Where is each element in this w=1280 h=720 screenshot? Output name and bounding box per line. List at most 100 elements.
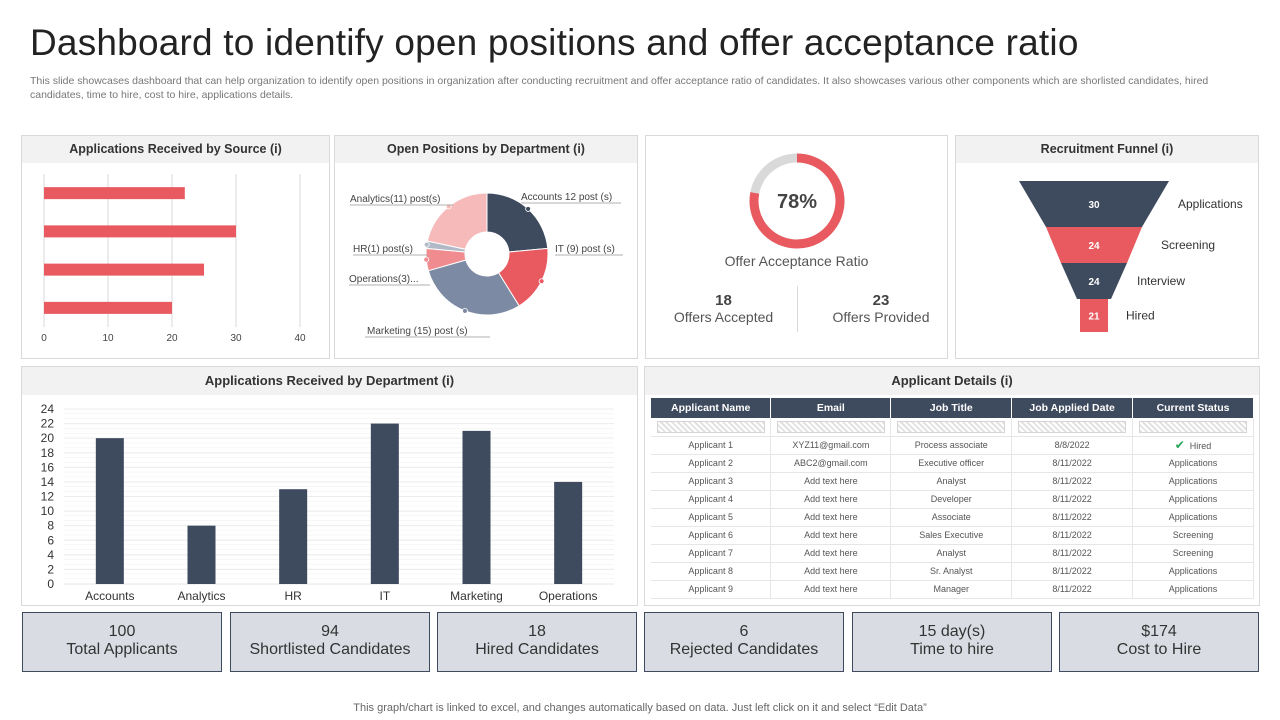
- positions-donut-chart[interactable]: Accounts 12 post (s) IT (9) post (s) Marke…: [335, 164, 637, 359]
- table-cell: Applicant 8: [651, 562, 772, 581]
- table-cell: Applications: [1132, 580, 1254, 599]
- slice-label: HR(1) post(s): [353, 244, 413, 255]
- offer-ratio-label: Offer Acceptance Ratio: [724, 253, 869, 269]
- table-cell: Applications: [1132, 472, 1254, 491]
- offer-acceptance-gauge[interactable]: 78%: [737, 141, 857, 261]
- applicant-panel-title[interactable]: Applicant Details (i): [645, 367, 1259, 395]
- slice-marker: [462, 307, 468, 314]
- funnel-stage: [1046, 227, 1142, 263]
- kpi-rejected-candidates: 6 Rejected Candidates: [644, 612, 844, 672]
- y-tick-label: 10: [41, 504, 55, 518]
- table-cell: 8/11/2022: [1011, 454, 1134, 473]
- table-cell: 8/8/2022: [1011, 436, 1134, 455]
- table-cell: Analyst: [890, 472, 1013, 491]
- status-text: Hired: [1189, 441, 1212, 451]
- table-row[interactable]: Applicant 5 Add text here Associate 8/11/20…: [651, 508, 1254, 527]
- filter-cell[interactable]: [770, 418, 892, 437]
- x-tick-label: Marketing: [450, 589, 503, 603]
- x-tick-label: IT: [379, 589, 390, 603]
- applicant-table-body: Applicant 1 XYZ11@gmail.com Process associ…: [651, 418, 1254, 599]
- col-current-status[interactable]: Current Status: [1132, 398, 1254, 418]
- bar: [370, 423, 399, 584]
- table-cell: Applications: [1132, 562, 1254, 581]
- y-tick-label: 4: [47, 548, 54, 562]
- table-cell: Applications: [1132, 508, 1254, 527]
- pie-slice: [486, 192, 549, 253]
- filter-row: [651, 418, 1254, 437]
- table-cell: Add text here: [770, 544, 892, 563]
- table-cell: Applicant 9: [651, 580, 772, 599]
- table-cell: Add text here: [770, 580, 892, 599]
- x-tick-label: HR: [284, 589, 302, 603]
- x-tick-label: 40: [294, 333, 306, 344]
- funnel-value: 24: [1088, 277, 1100, 288]
- funnel-stage-label: Hired: [1126, 309, 1155, 323]
- x-tick-label: Analytics: [177, 589, 225, 603]
- filter-cell[interactable]: [1132, 418, 1254, 437]
- table-row[interactable]: Applicant 3 Add text here Analyst 8/11/2022…: [651, 472, 1254, 491]
- y-tick-label: 24: [41, 402, 55, 416]
- table-cell: Applicant 6: [651, 526, 772, 545]
- table-cell: Applicant 1: [651, 436, 772, 455]
- source-bar-chart[interactable]: 0 10 20 30 40: [22, 164, 329, 359]
- offer-divider: [797, 286, 798, 332]
- gauge-percent: 78%: [777, 191, 817, 213]
- bar: [44, 263, 204, 276]
- filter-cell[interactable]: [651, 418, 772, 437]
- pie-slice: [427, 259, 520, 316]
- kpi-cost-to-hire: $174 Cost to Hire: [1059, 612, 1259, 672]
- col-job-applied-date[interactable]: Job Applied Date: [1011, 398, 1134, 418]
- table-cell: 8/11/2022: [1011, 472, 1134, 491]
- gauge-fill: [749, 153, 845, 249]
- funnel-panel-title[interactable]: Recruitment Funnel (i): [956, 136, 1258, 163]
- slice-marker: [423, 256, 430, 263]
- funnel-panel: Recruitment Funnel (i) 30 Applications 24 S…: [955, 135, 1259, 359]
- slice-label: Accounts 12 post (s): [521, 192, 612, 203]
- table-cell: 8/11/2022: [1011, 508, 1134, 527]
- table-cell: Sales Executive: [890, 526, 1013, 545]
- col-job-title[interactable]: Job Title: [890, 398, 1013, 418]
- kpi-value: 18: [528, 623, 546, 640]
- table-row[interactable]: Applicant 4 Add text here Developer 8/11/20…: [651, 490, 1254, 509]
- positions-panel-title[interactable]: Open Positions by Department (i): [335, 136, 637, 163]
- dept-apps-panel-title[interactable]: Applications Received by Department (i): [22, 367, 637, 395]
- x-tick-label: Accounts: [85, 589, 134, 603]
- filter-cell[interactable]: [890, 418, 1013, 437]
- table-cell: Add text here: [770, 472, 892, 491]
- kpi-total-applicants: 100 Total Applicants: [22, 612, 222, 672]
- table-cell: Applications: [1132, 490, 1254, 509]
- y-tick-label: 2: [47, 562, 54, 576]
- offers-provided-value: 23: [872, 292, 890, 309]
- pie-slice: [426, 192, 488, 250]
- col-applicant-name[interactable]: Applicant Name: [651, 398, 772, 418]
- offers-accepted-value: 18: [715, 292, 732, 309]
- funnel-value: 21: [1088, 312, 1100, 323]
- table-row[interactable]: Applicant 9 Add text here Manager 8/11/2022…: [651, 580, 1254, 599]
- applicant-table: Applicant Name Email Job Title Job Appli…: [651, 398, 1254, 599]
- table-cell: Add text here: [770, 526, 892, 545]
- table-row[interactable]: Applicant 2 ABC2@gmail.com Executive offic…: [651, 454, 1254, 473]
- y-tick-label: 12: [41, 490, 55, 504]
- kpi-value: 100: [108, 623, 136, 640]
- funnel-value: 24: [1088, 241, 1100, 252]
- table-row[interactable]: Applicant 1 XYZ11@gmail.com Process associ…: [651, 436, 1254, 455]
- table-cell: Executive officer: [890, 454, 1013, 473]
- table-cell: Manager: [890, 580, 1013, 599]
- table-row[interactable]: Applicant 7 Add text here Analyst 8/11/2022…: [651, 544, 1254, 563]
- table-cell: Add text here: [770, 562, 892, 581]
- table-cell: 8/11/2022: [1011, 544, 1134, 563]
- kpi-label: Time to hire: [910, 641, 994, 658]
- applicant-panel: Applicant Details (i) Applicant Name Ema…: [644, 366, 1260, 606]
- table-row[interactable]: Applicant 6 Add text here Sales Executive 8…: [651, 526, 1254, 545]
- y-tick-label: 0: [47, 577, 54, 591]
- col-email[interactable]: Email: [770, 398, 892, 418]
- source-panel-title[interactable]: Applications Received by Source (i): [22, 136, 329, 163]
- recruitment-funnel-chart[interactable]: 30 Applications 24 Screening 24 Interview 21 Hi…: [956, 164, 1258, 359]
- page-subtitle: This slide showcases dashboard that can …: [30, 75, 1209, 101]
- dept-apps-panel: Applications Received by Department (i) …: [21, 366, 638, 606]
- filter-cell[interactable]: [1011, 418, 1134, 437]
- table-row[interactable]: Applicant 8 Add text here Sr. Analyst 8/11/…: [651, 562, 1254, 581]
- page-title: Dashboard to identify open positions and…: [30, 22, 1079, 63]
- bar: [279, 489, 308, 584]
